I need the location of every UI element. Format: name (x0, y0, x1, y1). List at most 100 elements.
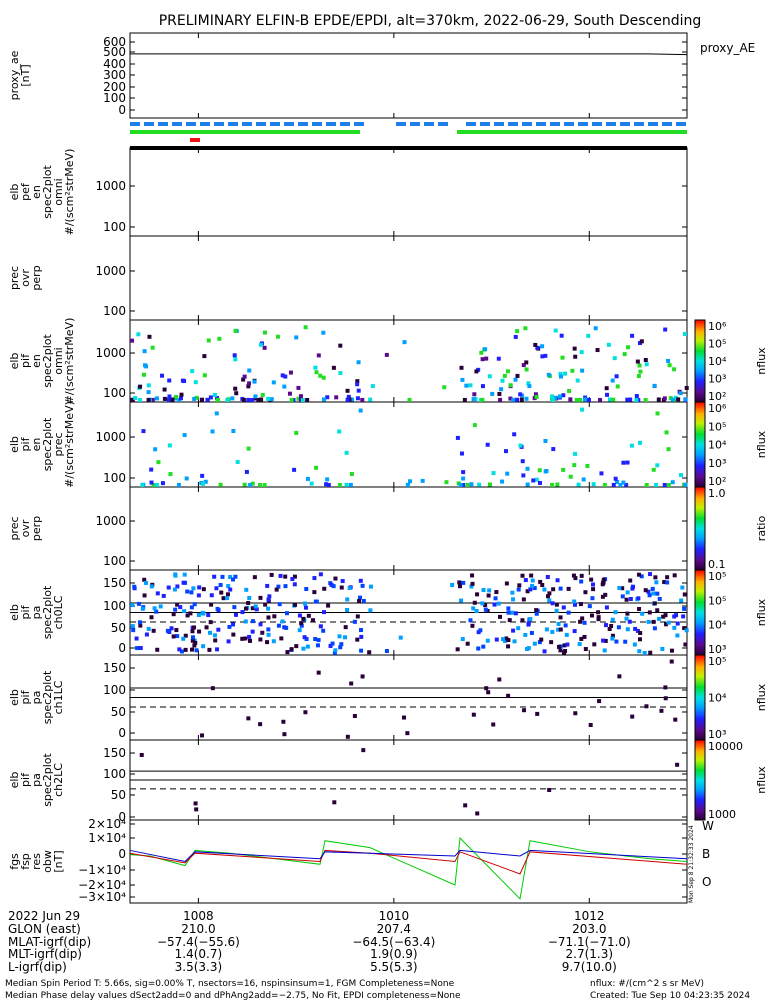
panel-ylabel: proxy_ae[nT] (8, 50, 32, 100)
flux-pixel (533, 392, 538, 397)
flux-pixel (558, 627, 563, 632)
flux-pixel (663, 613, 668, 618)
colorbar: 10⁵ 10⁴ 10³ nflux (694, 654, 768, 741)
flux-pixel (477, 482, 482, 487)
flux-pixel (678, 391, 683, 396)
flux-pixel (405, 731, 410, 736)
flux-pixel (644, 704, 649, 709)
info-row-label: L-igrf(dip) (8, 960, 67, 974)
flux-pixel (496, 601, 501, 606)
flux-pixel (655, 608, 660, 613)
flux-pixel (591, 582, 596, 587)
flux-pixel (301, 616, 306, 621)
flux-pixel (644, 482, 649, 487)
flux-pixel (487, 588, 492, 593)
flux-pixel (498, 397, 503, 402)
flux-pixel (232, 353, 237, 358)
flux-pixel (218, 582, 223, 587)
flux-pixel (208, 620, 213, 625)
flux-pixel (503, 449, 508, 454)
flux-pixel (345, 734, 350, 739)
flux-pixel (185, 589, 190, 594)
flux-pixel (234, 391, 239, 396)
flux-pixel (537, 480, 542, 485)
colorbar-gradient (694, 319, 706, 403)
ylabel-line: pif (19, 436, 32, 451)
flux-pixel (563, 371, 568, 376)
flux-pixel (283, 374, 288, 379)
flux-pixel (220, 574, 225, 579)
proxy-ae-series: proxy_AE (130, 41, 755, 56)
colorbar-gradient (694, 569, 706, 656)
status-bar-blue (144, 122, 154, 126)
flux-pixel (543, 353, 548, 358)
flux-pixel (555, 578, 560, 583)
flux-pixel (192, 602, 197, 607)
flux-pixel (175, 584, 180, 589)
flux-pixel (165, 628, 170, 633)
flux-pixel (181, 636, 186, 641)
flux-pixel (330, 641, 335, 646)
flux-pixel (604, 392, 609, 397)
flux-pixel (348, 482, 353, 487)
flux-pixel (531, 478, 536, 483)
flux-pixel (601, 577, 606, 582)
flux-pixel (526, 646, 531, 651)
flux-pixel (534, 608, 539, 613)
colorbar-label: nflux (755, 598, 768, 626)
flux-pixel (288, 370, 293, 375)
flux-pixel (673, 395, 678, 400)
flux-pixel (138, 623, 143, 628)
colorbar-tick: 10⁵ (708, 570, 726, 583)
flux-pixel (534, 395, 539, 400)
flux-pixel (304, 586, 309, 591)
panel-frame (129, 486, 688, 571)
flux-pixel (474, 608, 479, 613)
ylabel-line: pa (30, 773, 43, 787)
flux-pixel (463, 803, 468, 808)
flux-pixel (149, 584, 154, 589)
flux-pixel (651, 467, 656, 472)
flux-pixel (402, 340, 407, 345)
flux-pixel (558, 648, 563, 653)
info-table: 2022 Jun 29 1008 1010 1012 GLON (east) 210.0 2… (8, 909, 631, 974)
flux-pixel (603, 592, 608, 597)
status-bar-blue (326, 122, 336, 126)
flux-pixel (675, 633, 680, 638)
flux-pixel (586, 333, 591, 338)
flux-pixel (628, 596, 633, 601)
panel-frame (129, 32, 688, 119)
flux-pixel (278, 573, 283, 578)
flux-pixel (517, 583, 522, 588)
flux-pixel (205, 397, 210, 402)
flux-pixel (160, 373, 165, 378)
ylabel-line: fsp (19, 853, 32, 870)
flux-pixel (326, 603, 331, 608)
flux-pixel (526, 622, 531, 627)
flux-pixel (360, 674, 365, 679)
flux-pixel (471, 397, 476, 402)
flux-pixel (672, 625, 677, 630)
flux-pixel (528, 617, 533, 622)
flux-pixel (620, 586, 625, 591)
flux-pixel (134, 636, 139, 641)
flux-pixel (242, 482, 247, 487)
flux-pixel (542, 649, 547, 654)
flux-pixel (511, 628, 516, 633)
colorbar-label: nflux (755, 683, 768, 711)
flux-pixel (276, 584, 281, 589)
colorbar-tick: 10⁵ (708, 655, 726, 668)
flux-pixel (355, 614, 360, 619)
flux-pixel (141, 429, 146, 434)
flux-pixel (197, 585, 202, 590)
flux-pixel (294, 335, 299, 340)
flux-pixel (614, 639, 619, 644)
flux-pixel (636, 572, 641, 577)
flux-pixel (511, 397, 516, 402)
flux-pixel (572, 599, 577, 604)
flux-pixel (331, 365, 336, 370)
colorbar-tick: 0.1 (708, 558, 726, 571)
flux-pixel (265, 583, 270, 588)
ylabel-line: obw (41, 850, 54, 873)
